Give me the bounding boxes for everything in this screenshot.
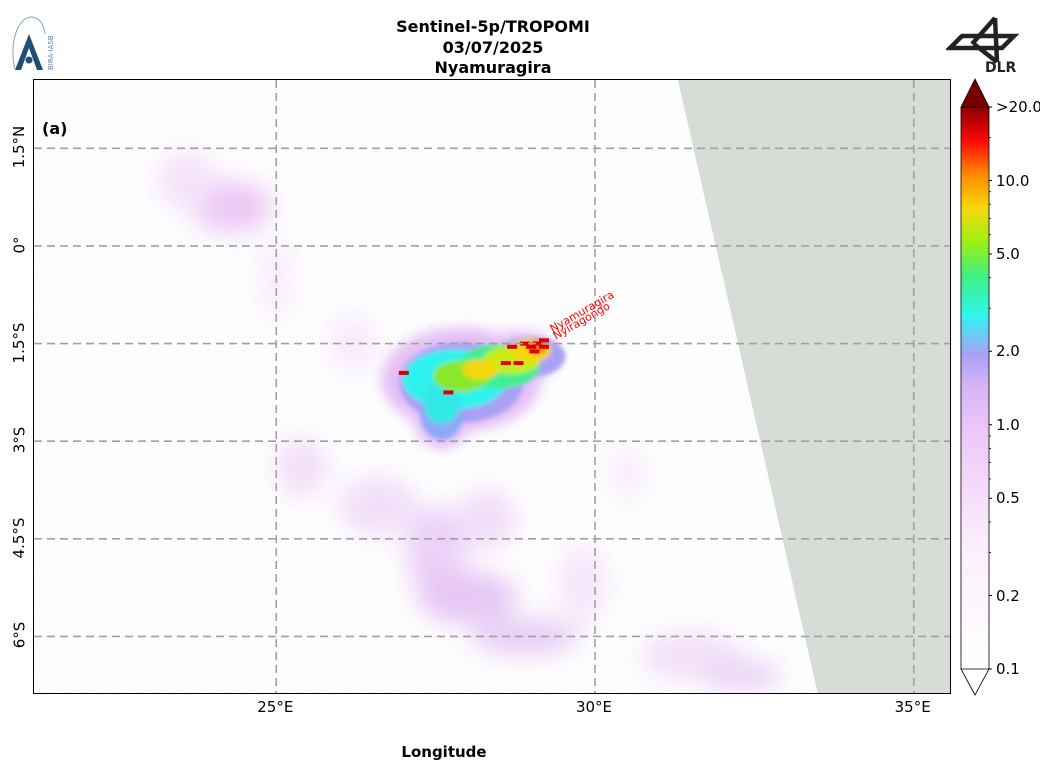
y-tick-label: 6°S	[10, 622, 28, 649]
colorbar	[958, 77, 994, 701]
hot-pixel-9	[398, 370, 409, 375]
haze-patch-4	[338, 476, 419, 537]
x-axis-label: Longitude	[401, 743, 487, 761]
y-tick-label: 1.5°N	[10, 126, 28, 169]
x-tick-label: 35°E	[894, 698, 931, 716]
hot-pixel-8	[513, 361, 524, 366]
y-tick-label: 0°	[10, 236, 28, 254]
hot-pixel-4	[519, 341, 530, 346]
hot-pixel-7	[500, 361, 511, 366]
hot-pixel-1	[532, 341, 543, 346]
colorbar-tick-label: 1.0	[996, 415, 1020, 434]
dlr-logo	[944, 14, 1020, 70]
haze-patch-6	[417, 571, 518, 624]
colorbar-tick-label: 0.5	[996, 489, 1020, 508]
hot-pixel-6	[529, 349, 540, 354]
y-tick-label: 1.5°S	[10, 322, 28, 364]
haze-patch-13	[606, 445, 647, 502]
bira-iasb-logo: BIRA-IASB	[11, 14, 59, 78]
x-tick-label: 30°E	[575, 698, 613, 716]
colorbar-tick-label: 0.2	[996, 586, 1020, 605]
colorbar-lower-extension	[960, 668, 990, 696]
plume-core-9	[462, 359, 499, 380]
colorbar-tick-label: 10.0	[996, 171, 1030, 190]
colorbar-tick-label: >20.0	[996, 98, 1040, 116]
hot-pixel-10	[443, 390, 454, 395]
map-panel[interactable]: Nyamuragira Nyiragongo	[33, 79, 951, 694]
hot-pixel-3	[539, 344, 549, 349]
title-line-3: Nyamuragira	[434, 58, 552, 77]
colorbar-upper-extension	[960, 78, 990, 108]
haze-patch-8	[456, 489, 517, 550]
no-data-region	[677, 80, 950, 693]
hot-pixel-2	[526, 344, 537, 349]
colorbar-tick-label: 0.1	[996, 660, 1020, 678]
hot-pixel-5	[507, 344, 518, 349]
y-tick-label: 4.5°S	[10, 517, 28, 559]
haze-patch-7	[469, 618, 580, 655]
colorbar-tick-label: 5.0	[996, 245, 1020, 263]
hot-pixel-0	[539, 338, 549, 343]
title-line-2: 03/07/2025	[442, 38, 544, 57]
haze-patch-3	[275, 437, 328, 498]
x-tick-label: 25°E	[257, 698, 294, 716]
dlr-logo-text: DLR	[985, 60, 1017, 76]
panel-label: (a)	[42, 119, 68, 138]
y-tick-label: 3°S	[10, 426, 28, 454]
svg-text:BIRA-IASB: BIRA-IASB	[47, 35, 55, 70]
haze-patch-9	[557, 544, 608, 625]
title-line-1: Sentinel-5p/TROPOMI	[396, 17, 590, 36]
haze-patch-1	[157, 150, 217, 211]
haze-patch-11	[701, 659, 782, 692]
colorbar-tick-label: 2.0	[996, 342, 1020, 361]
